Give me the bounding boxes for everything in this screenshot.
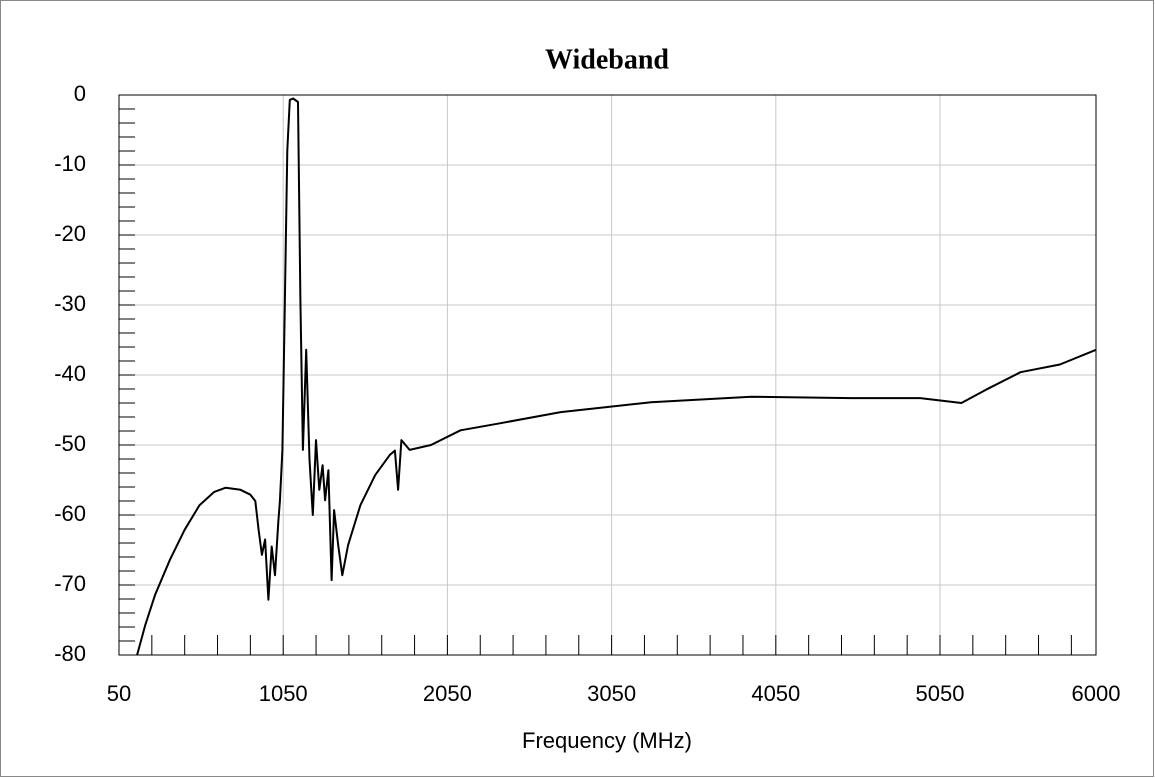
y-tick-label: -30 bbox=[54, 291, 86, 316]
x-tick-label: 6000 bbox=[1072, 681, 1121, 706]
y-tick-label: -70 bbox=[54, 571, 86, 596]
x-axis-label: Frequency (MHz) bbox=[522, 728, 692, 753]
x-tick-label: 2050 bbox=[423, 681, 472, 706]
y-tick-label: -60 bbox=[54, 501, 86, 526]
data-line bbox=[136, 97, 1097, 656]
y-tick-label: -40 bbox=[54, 361, 86, 386]
y-tick-label: -50 bbox=[54, 431, 86, 456]
y-tick-label: -20 bbox=[54, 221, 86, 246]
y-tick-label: -10 bbox=[54, 151, 86, 176]
x-tick-label: 5050 bbox=[916, 681, 965, 706]
x-tick-label: 3050 bbox=[587, 681, 636, 706]
x-tick-label: 1050 bbox=[259, 681, 308, 706]
chart-title: Wideband bbox=[545, 44, 669, 75]
plot-border bbox=[118, 94, 1097, 656]
y-tick-label: 0 bbox=[74, 81, 86, 106]
x-tick-label: 50 bbox=[107, 681, 131, 706]
x-tick-label: 4050 bbox=[751, 681, 800, 706]
y-tick-label: -80 bbox=[54, 641, 86, 666]
